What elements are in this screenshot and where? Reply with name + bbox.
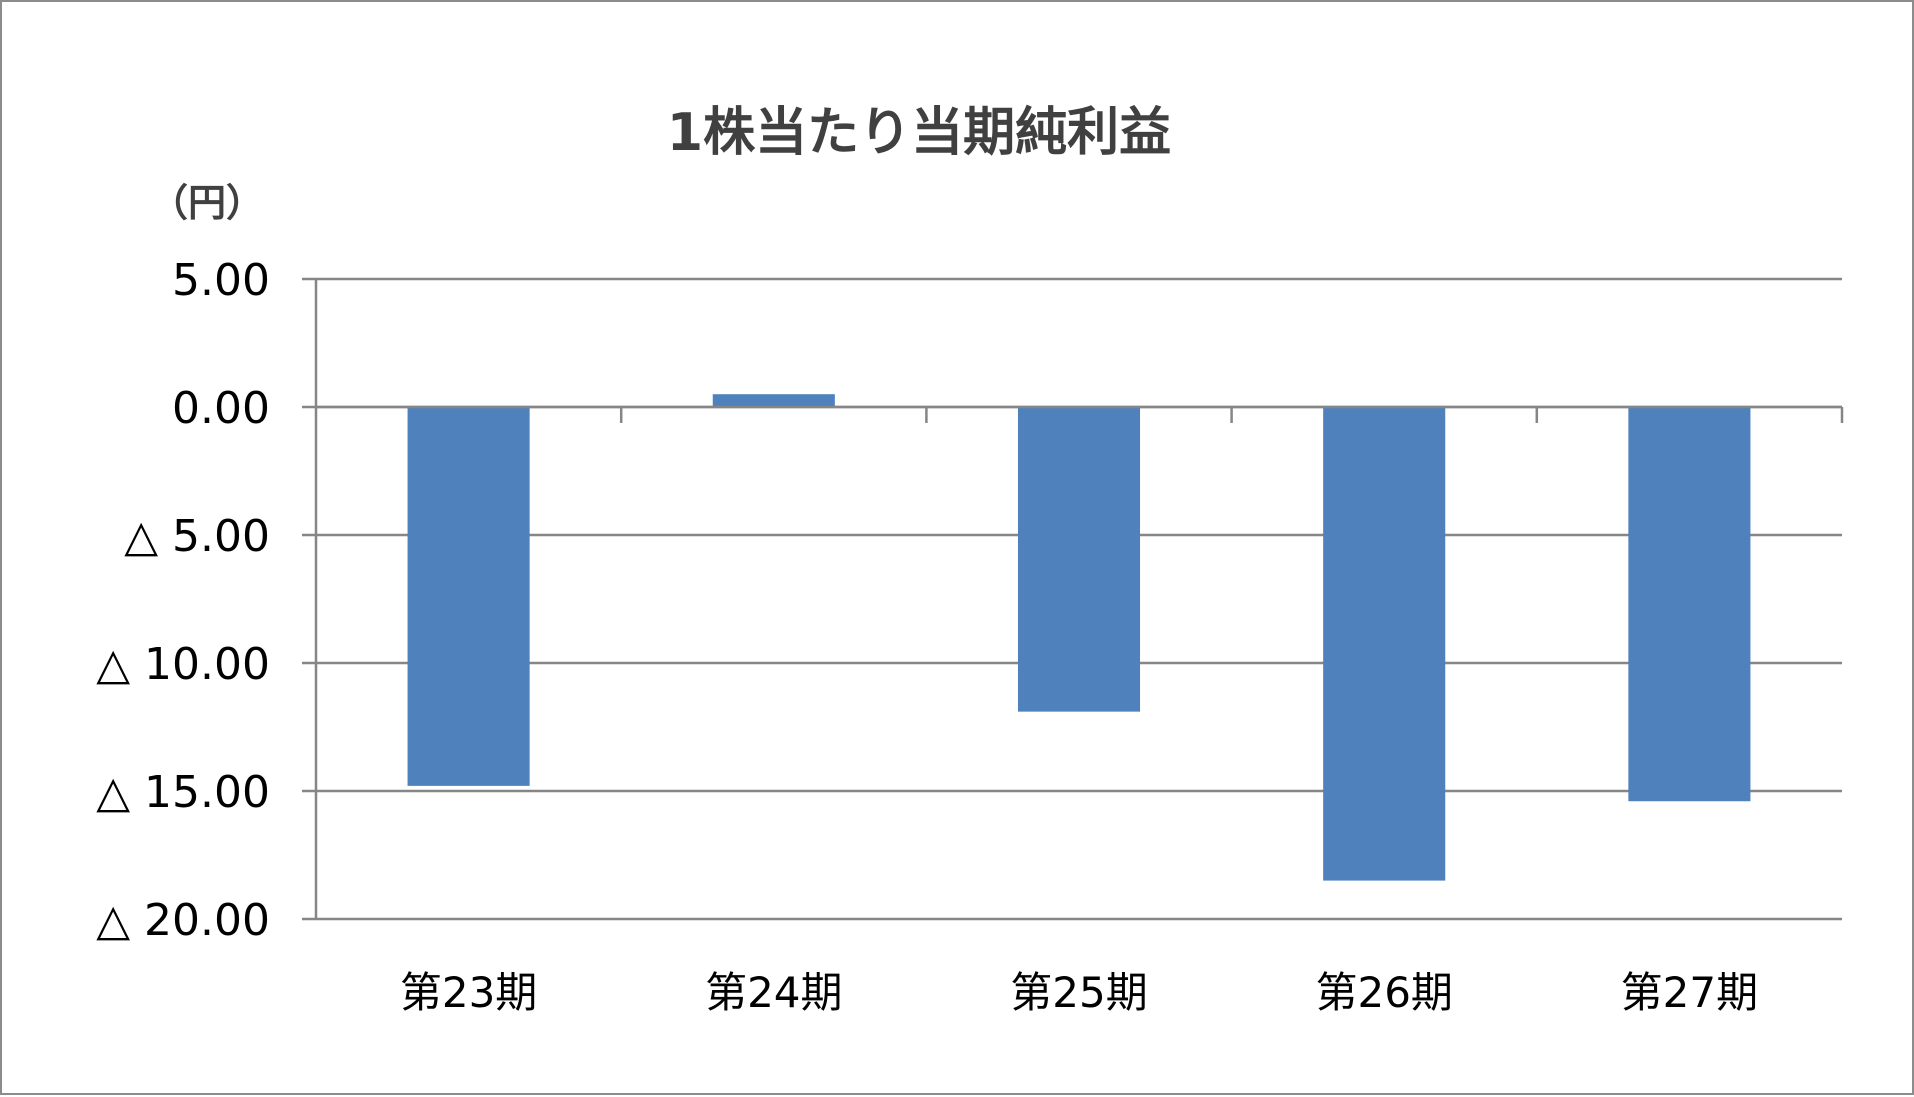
bar xyxy=(712,394,835,407)
bar xyxy=(1017,407,1141,712)
x-tick-label: 第25期 xyxy=(1010,968,1147,1017)
x-tick-label: 第23期 xyxy=(400,968,537,1017)
x-tick-label: 第27期 xyxy=(1621,968,1758,1017)
bar xyxy=(1323,407,1446,881)
x-tick-labels: 第23期 第24期 第25期 第26期 第27期 xyxy=(400,968,1758,1017)
bars xyxy=(407,394,1751,881)
y-tick-label: 5.00 xyxy=(172,255,270,306)
y-axis-unit-label: （円） xyxy=(150,181,264,225)
bar xyxy=(1628,407,1751,802)
chart-title: 1株当たり当期純利益 xyxy=(667,103,1171,163)
x-tick-label: 第26期 xyxy=(1315,968,1452,1017)
axes xyxy=(314,279,1844,919)
y-tick-label: △ 10.00 xyxy=(96,639,270,690)
y-tick-label: △ 20.00 xyxy=(96,895,270,946)
bar xyxy=(407,407,530,786)
y-tick-label: △ 5.00 xyxy=(124,511,270,562)
x-tick-label: 第24期 xyxy=(705,968,842,1017)
y-tick-label: △ 15.00 xyxy=(96,767,270,818)
y-tick-labels: 5.00 0.00 △ 5.00 △ 10.00 △ 15.00 △ 20.00 xyxy=(96,255,270,946)
y-tick-label: 0.00 xyxy=(172,383,270,434)
